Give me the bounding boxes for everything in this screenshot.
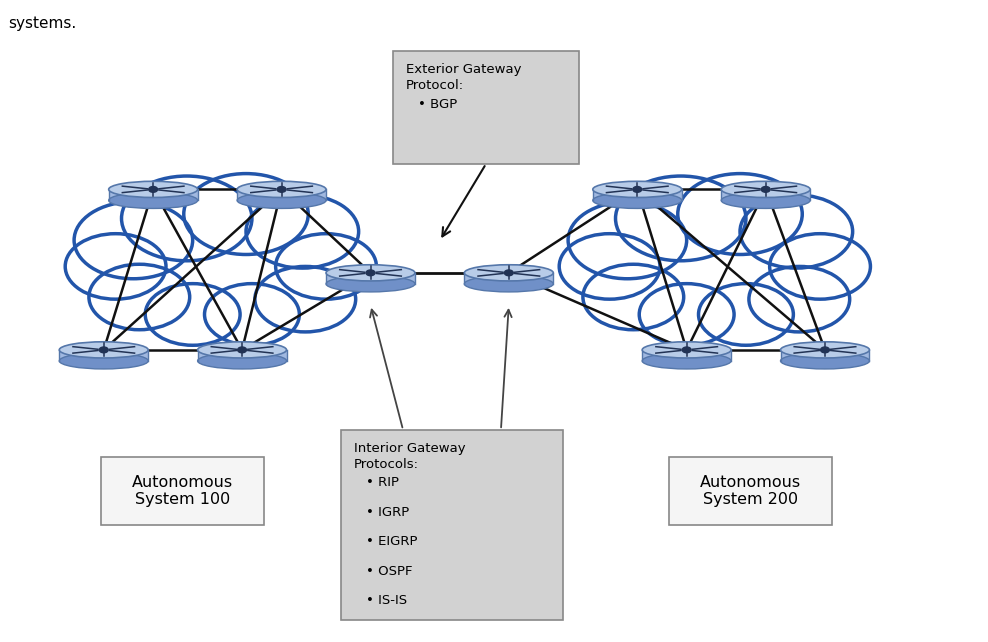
Ellipse shape bbox=[781, 353, 869, 369]
Ellipse shape bbox=[59, 353, 148, 369]
Circle shape bbox=[99, 347, 108, 353]
Ellipse shape bbox=[781, 342, 869, 358]
Text: • OSPF: • OSPF bbox=[366, 565, 412, 578]
Circle shape bbox=[616, 176, 746, 261]
Circle shape bbox=[366, 270, 375, 276]
Ellipse shape bbox=[237, 181, 326, 198]
FancyBboxPatch shape bbox=[781, 350, 869, 361]
Ellipse shape bbox=[464, 276, 553, 292]
FancyBboxPatch shape bbox=[721, 189, 810, 200]
Text: Autonomous
System 100: Autonomous System 100 bbox=[132, 475, 233, 507]
Circle shape bbox=[820, 347, 829, 353]
Ellipse shape bbox=[721, 193, 810, 209]
Circle shape bbox=[122, 176, 252, 261]
Circle shape bbox=[145, 284, 240, 345]
Ellipse shape bbox=[198, 353, 287, 369]
FancyBboxPatch shape bbox=[393, 51, 579, 164]
Text: Interior Gateway
Protocols:: Interior Gateway Protocols: bbox=[354, 442, 465, 471]
Text: • BGP: • BGP bbox=[418, 98, 457, 110]
FancyBboxPatch shape bbox=[642, 350, 731, 361]
Circle shape bbox=[699, 284, 793, 345]
Circle shape bbox=[237, 347, 246, 353]
Circle shape bbox=[276, 234, 376, 299]
Circle shape bbox=[740, 195, 853, 268]
Circle shape bbox=[749, 266, 850, 332]
Circle shape bbox=[682, 347, 692, 353]
Ellipse shape bbox=[642, 353, 731, 369]
FancyBboxPatch shape bbox=[593, 189, 682, 200]
Circle shape bbox=[277, 186, 286, 193]
Circle shape bbox=[65, 234, 166, 299]
Ellipse shape bbox=[59, 342, 148, 358]
Circle shape bbox=[761, 186, 771, 193]
Circle shape bbox=[246, 195, 359, 268]
Text: • RIP: • RIP bbox=[366, 476, 398, 489]
Circle shape bbox=[568, 202, 687, 279]
FancyBboxPatch shape bbox=[341, 430, 563, 620]
FancyBboxPatch shape bbox=[101, 457, 264, 525]
Text: • EIGRP: • EIGRP bbox=[366, 535, 417, 548]
Circle shape bbox=[184, 173, 308, 254]
FancyBboxPatch shape bbox=[464, 273, 553, 284]
Ellipse shape bbox=[593, 193, 682, 209]
Circle shape bbox=[639, 284, 734, 345]
Ellipse shape bbox=[109, 181, 198, 198]
FancyBboxPatch shape bbox=[109, 189, 198, 200]
Circle shape bbox=[559, 234, 660, 299]
FancyBboxPatch shape bbox=[198, 350, 287, 361]
Circle shape bbox=[205, 284, 299, 345]
Circle shape bbox=[632, 186, 642, 193]
Text: • IGRP: • IGRP bbox=[366, 506, 409, 519]
Circle shape bbox=[583, 265, 684, 330]
Text: Exterior Gateway
Protocol:: Exterior Gateway Protocol: bbox=[406, 63, 522, 92]
Circle shape bbox=[255, 266, 356, 332]
Text: • IS-IS: • IS-IS bbox=[366, 594, 407, 607]
Circle shape bbox=[770, 234, 870, 299]
Ellipse shape bbox=[721, 181, 810, 198]
FancyBboxPatch shape bbox=[670, 457, 832, 525]
Ellipse shape bbox=[326, 265, 415, 281]
FancyBboxPatch shape bbox=[326, 273, 415, 284]
Circle shape bbox=[89, 265, 190, 330]
Ellipse shape bbox=[593, 181, 682, 198]
FancyBboxPatch shape bbox=[59, 350, 148, 361]
Ellipse shape bbox=[237, 193, 326, 209]
Circle shape bbox=[678, 173, 802, 254]
Circle shape bbox=[148, 186, 157, 193]
Ellipse shape bbox=[326, 276, 415, 292]
Text: systems.: systems. bbox=[8, 16, 76, 31]
Circle shape bbox=[504, 270, 514, 276]
Circle shape bbox=[74, 202, 193, 279]
Text: Autonomous
System 200: Autonomous System 200 bbox=[700, 475, 801, 507]
Ellipse shape bbox=[464, 265, 553, 281]
FancyBboxPatch shape bbox=[237, 189, 326, 200]
Ellipse shape bbox=[109, 193, 198, 209]
Ellipse shape bbox=[642, 342, 731, 358]
Ellipse shape bbox=[198, 342, 287, 358]
